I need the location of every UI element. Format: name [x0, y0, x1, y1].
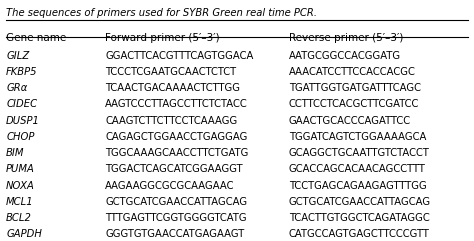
- Text: TCACTTGTGGCTCAGATAGGC: TCACTTGTGGCTCAGATAGGC: [289, 213, 429, 223]
- Text: TCAACTGACAAAACTCTTGG: TCAACTGACAAAACTCTTGG: [105, 83, 240, 93]
- Text: FKBP5: FKBP5: [6, 67, 37, 77]
- Text: CCTTCCTCACGCTTCGATCC: CCTTCCTCACGCTTCGATCC: [289, 99, 419, 109]
- Text: GGGTGTGAACCATGAGAAGT: GGGTGTGAACCATGAGAAGT: [105, 229, 244, 239]
- Text: GCACCAGCACAACAGCCTTT: GCACCAGCACAACAGCCTTT: [289, 164, 426, 174]
- Text: GCAGGCTGCAATTGTCTACCT: GCAGGCTGCAATTGTCTACCT: [289, 148, 430, 158]
- Text: The sequences of primers used for SYBR Green real time PCR.: The sequences of primers used for SYBR G…: [6, 8, 317, 18]
- Text: TGGACTCAGCATCGGAAGGT: TGGACTCAGCATCGGAAGGT: [105, 164, 243, 174]
- Text: PUMA: PUMA: [6, 164, 35, 174]
- Text: TGGATCAGTCTGGAAAAGCA: TGGATCAGTCTGGAAAAGCA: [289, 132, 426, 142]
- Text: GILZ: GILZ: [6, 51, 29, 60]
- Text: TGATTGGTGATGATTTCAGC: TGATTGGTGATGATTTCAGC: [289, 83, 421, 93]
- Text: Reverse primer (5′–3′): Reverse primer (5′–3′): [289, 33, 403, 43]
- Text: Forward primer (5′–3′): Forward primer (5′–3′): [105, 33, 219, 43]
- Text: CAGAGCTGGAACCTGAGGAG: CAGAGCTGGAACCTGAGGAG: [105, 132, 247, 142]
- Text: Gene name: Gene name: [6, 33, 66, 43]
- Text: MCL1: MCL1: [6, 197, 34, 207]
- Text: AAACATCCTTCCACCACGC: AAACATCCTTCCACCACGC: [289, 67, 416, 77]
- Text: TCCTGAGCAGAAGAGTTTGG: TCCTGAGCAGAAGAGTTTGG: [289, 181, 427, 191]
- Text: CIDEC: CIDEC: [6, 99, 37, 109]
- Text: GAPDH: GAPDH: [6, 229, 42, 239]
- Text: TTTGAGTTCGGTGGGGTCATG: TTTGAGTTCGGTGGGGTCATG: [105, 213, 246, 223]
- Text: CHOP: CHOP: [6, 132, 35, 142]
- Text: GCTGCATCGAACCATTAGCAG: GCTGCATCGAACCATTAGCAG: [289, 197, 431, 207]
- Text: BIM: BIM: [6, 148, 25, 158]
- Text: CATGCCAGTGAGCTTCCCGTT: CATGCCAGTGAGCTTCCCGTT: [289, 229, 430, 239]
- Text: AAGTCCCTTAGCCTTCTCTACC: AAGTCCCTTAGCCTTCTCTACC: [105, 99, 248, 109]
- Text: CAAGTCTTCTTCCTCAAAGG: CAAGTCTTCTTCCTCAAAGG: [105, 116, 237, 126]
- Text: NOXA: NOXA: [6, 181, 35, 191]
- Text: AATGCGGCCACGGATG: AATGCGGCCACGGATG: [289, 51, 401, 60]
- Text: GAACTGCACCCAGATTCC: GAACTGCACCCAGATTCC: [289, 116, 411, 126]
- Text: TCCCTCGAATGCAACTCTCT: TCCCTCGAATGCAACTCTCT: [105, 67, 236, 77]
- Text: TGGCAAAGCAACCTTCTGATG: TGGCAAAGCAACCTTCTGATG: [105, 148, 248, 158]
- Text: GCTGCATCGAACCATTAGCAG: GCTGCATCGAACCATTAGCAG: [105, 197, 247, 207]
- Text: GRα: GRα: [6, 83, 27, 93]
- Text: AAGAAGGCGCGCAAGAAC: AAGAAGGCGCGCAAGAAC: [105, 181, 235, 191]
- Text: GGACTTCACGTTTCAGTGGACA: GGACTTCACGTTTCAGTGGACA: [105, 51, 254, 60]
- Text: DUSP1: DUSP1: [6, 116, 40, 126]
- Text: BCL2: BCL2: [6, 213, 32, 223]
